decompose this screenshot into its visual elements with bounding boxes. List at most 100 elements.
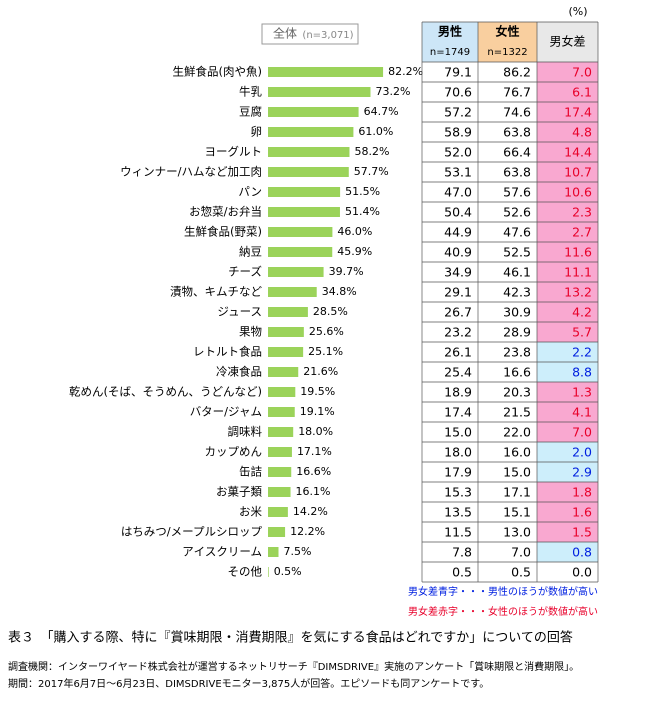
diff-cell xyxy=(537,502,598,522)
bar xyxy=(268,427,294,437)
table-cell: 0.8 xyxy=(572,545,592,560)
table-cell: 11.5 xyxy=(444,525,472,540)
bar xyxy=(268,567,269,577)
category-label: アイスクリーム xyxy=(182,545,262,559)
table-cell: 17.4 xyxy=(564,105,592,120)
table-cell: 26.7 xyxy=(444,305,472,320)
bar xyxy=(268,107,359,117)
table-cell: 5.7 xyxy=(572,325,592,340)
header-n: n=1749 xyxy=(430,47,470,58)
bar xyxy=(268,347,304,357)
table-cell: 10.7 xyxy=(564,165,592,180)
bar xyxy=(268,487,291,497)
table-cell: 15.0 xyxy=(444,425,472,440)
table-cell: 50.4 xyxy=(444,205,472,220)
table-cell: 4.2 xyxy=(572,305,592,320)
bar xyxy=(268,67,384,77)
table-cell: 13.5 xyxy=(444,505,472,520)
header-cell xyxy=(422,22,478,62)
category-label: 乾めん(そば、そうめん、うどんなど) xyxy=(69,385,262,399)
footnote: 期間：2017年6月7日～6月23日、DIMSDRIVEモニター3,875人が回… xyxy=(8,677,489,690)
table-cell: 10.6 xyxy=(564,185,592,200)
table-cell: 13.0 xyxy=(503,525,531,540)
table-cell: 47.0 xyxy=(444,185,472,200)
table-cell: 86.2 xyxy=(503,65,531,80)
diff-cell xyxy=(537,242,598,262)
value-label: 0.5% xyxy=(274,565,302,578)
value-label: 61.0% xyxy=(358,125,393,138)
value-label: 57.7% xyxy=(354,165,389,178)
bar xyxy=(268,407,295,417)
category-label: はちみつ/メープルシロップ xyxy=(121,525,263,539)
category-label: その他 xyxy=(228,565,263,579)
header-label: 女性 xyxy=(495,24,519,39)
table-cell: 53.1 xyxy=(444,165,472,180)
table-cell: 14.4 xyxy=(564,145,592,160)
bar xyxy=(268,147,350,157)
value-label: 25.1% xyxy=(308,345,343,358)
diff-cell xyxy=(537,522,598,542)
table-cell: 22.0 xyxy=(503,425,531,440)
bar xyxy=(268,127,354,137)
value-label: 16.6% xyxy=(296,465,331,478)
diff-cell xyxy=(537,322,598,342)
value-label: 73.2% xyxy=(375,85,410,98)
table-cell: 52.6 xyxy=(503,205,531,220)
table-cell: 17.4 xyxy=(444,405,472,420)
category-label: カップめん xyxy=(205,445,263,459)
header-n: n=1322 xyxy=(487,47,527,58)
diff-cell xyxy=(537,382,598,402)
table-cell: 15.0 xyxy=(503,465,531,480)
table-cell: 70.6 xyxy=(444,85,472,100)
table-cell: 34.9 xyxy=(444,265,472,280)
bar xyxy=(268,227,333,237)
header-cell xyxy=(478,22,537,62)
overall-box xyxy=(261,23,359,45)
table-cell: 21.5 xyxy=(503,405,531,420)
diff-cell xyxy=(537,482,598,502)
value-label: 18.0% xyxy=(298,425,333,438)
table-cell: 29.1 xyxy=(444,285,472,300)
category-label: 漬物、キムチなど xyxy=(170,285,262,299)
chart-title: 全体 xyxy=(273,26,297,41)
header-label: 男女差 xyxy=(549,34,585,49)
category-label: 豆腐 xyxy=(239,105,262,119)
table-cell: 7.0 xyxy=(572,425,592,440)
chart-subtitle: (n=3,071) xyxy=(302,30,353,41)
value-label: 58.2% xyxy=(354,145,389,158)
table-cell: 15.3 xyxy=(444,485,472,500)
table-cell: 28.9 xyxy=(503,325,531,340)
value-label: 7.5% xyxy=(284,545,312,558)
table-cell: 1.8 xyxy=(572,485,592,500)
table-cell: 2.7 xyxy=(572,225,592,240)
value-label: 28.5% xyxy=(313,305,348,318)
value-label: 82.2% xyxy=(388,65,423,78)
bar xyxy=(268,467,292,477)
category-label: ヨーグルト xyxy=(205,145,263,159)
diff-cell xyxy=(537,162,598,182)
diff-cell xyxy=(537,262,598,282)
category-label: 生鮮食品(野菜) xyxy=(184,225,262,239)
value-label: 25.6% xyxy=(309,325,344,338)
bar xyxy=(268,507,288,517)
table-cell: 11.1 xyxy=(564,265,592,280)
diff-cell xyxy=(537,302,598,322)
category-label: 果物 xyxy=(239,325,262,339)
table-cell: 57.2 xyxy=(444,105,472,120)
table-cell: 40.9 xyxy=(444,245,472,260)
table-cell: 44.9 xyxy=(444,225,472,240)
table-cell: 23.8 xyxy=(503,345,531,360)
diff-cell xyxy=(537,342,598,362)
value-label: 51.5% xyxy=(345,185,380,198)
table-cell: 2.9 xyxy=(572,465,592,480)
table-cell: 79.1 xyxy=(444,65,472,80)
bar xyxy=(268,447,292,457)
value-label: 17.1% xyxy=(297,445,332,458)
category-label: 牛乳 xyxy=(239,85,262,99)
note: 男女差赤字・・・女性のほうが数値が高い xyxy=(408,605,598,618)
diff-cell xyxy=(537,442,598,462)
table-cell: 58.9 xyxy=(444,125,472,140)
table-cell: 16.6 xyxy=(503,365,531,380)
table-cell: 46.1 xyxy=(503,265,531,280)
table-cell: 13.2 xyxy=(564,285,592,300)
